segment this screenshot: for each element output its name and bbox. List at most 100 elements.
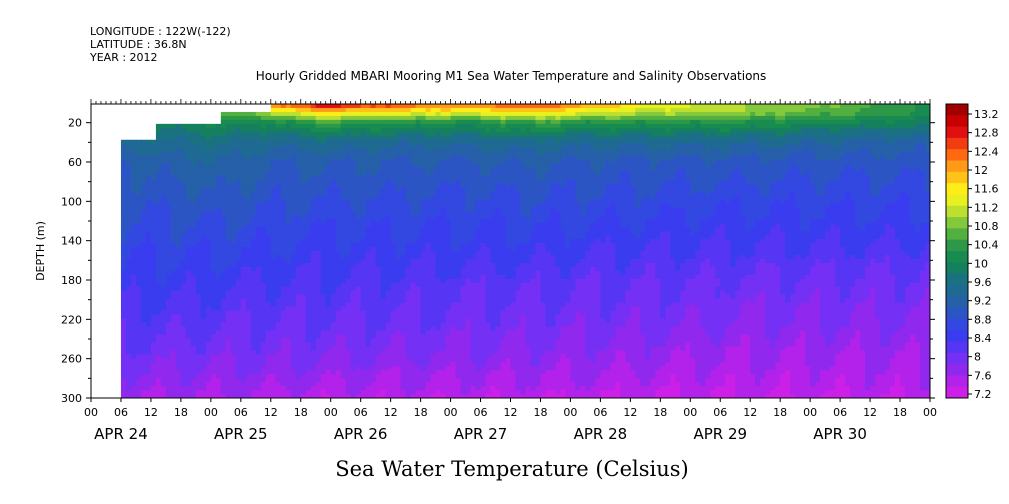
heatmap-cell — [310, 386, 317, 391]
heatmap-cell — [430, 163, 437, 169]
heatmap-cell — [310, 310, 317, 316]
heatmap-cell — [345, 104, 352, 109]
heatmap-cell — [340, 390, 347, 395]
heatmap-cell — [460, 195, 467, 200]
heatmap-cell — [260, 354, 267, 359]
heatmap-cell — [250, 195, 257, 200]
heatmap-cell — [135, 306, 142, 312]
heatmap-cell — [305, 290, 312, 296]
heatmap-cell — [370, 346, 377, 351]
heatmap-cell — [455, 390, 462, 395]
heatmap-cell — [340, 235, 347, 240]
heatmap-cell — [265, 358, 272, 363]
heatmap-cell — [400, 115, 407, 121]
heatmap-cell — [125, 167, 132, 173]
heatmap-cell — [215, 147, 222, 153]
heatmap-cell — [135, 382, 142, 387]
heatmap-cell — [400, 104, 407, 109]
heatmap-cell — [150, 262, 157, 268]
heatmap-cell — [170, 127, 177, 133]
heatmap-cell — [320, 350, 327, 355]
heatmap-cell — [340, 239, 347, 244]
heatmap-cell — [455, 382, 462, 387]
heatmap-cell — [200, 334, 207, 339]
heatmap-cell — [155, 175, 162, 181]
heatmap-cell — [270, 266, 277, 272]
heatmap-cell — [300, 254, 307, 260]
heatmap-cell — [215, 370, 222, 375]
heatmap-cell — [450, 266, 457, 272]
heatmap-cell — [290, 119, 297, 125]
heatmap-cell — [335, 171, 342, 177]
heatmap-cell — [365, 386, 372, 391]
heatmap-cell — [430, 282, 437, 288]
heatmap-cell — [225, 219, 232, 224]
heatmap-cell — [420, 326, 427, 332]
heatmap-cell — [245, 318, 252, 324]
heatmap-cell — [450, 115, 457, 121]
heatmap-cell — [270, 159, 277, 165]
heatmap-cell — [240, 191, 247, 196]
heatmap-column — [175, 123, 182, 398]
heatmap-cell — [255, 278, 262, 284]
heatmap-cell — [440, 350, 447, 355]
heatmap-cell — [235, 382, 242, 387]
heatmap-cell — [345, 143, 352, 149]
heatmap-cell — [245, 254, 252, 260]
heatmap-cell — [345, 171, 352, 177]
heatmap-cell — [350, 390, 357, 395]
heatmap-cell — [200, 195, 207, 200]
heatmap-cell — [395, 187, 402, 192]
heatmap-cell — [320, 159, 327, 165]
heatmap-cell — [230, 175, 237, 181]
heatmap-cell — [450, 310, 457, 316]
heatmap-cell — [205, 366, 212, 371]
heatmap-cell — [435, 223, 442, 228]
heatmap-cell — [445, 394, 452, 398]
heatmap-cell — [410, 167, 417, 173]
heatmap-cell — [375, 378, 382, 383]
heatmap-cell — [135, 290, 142, 296]
heatmap-cell — [415, 104, 422, 109]
heatmap-cell — [340, 310, 347, 316]
heatmap-cell — [175, 306, 182, 312]
heatmap-cell — [215, 266, 222, 272]
heatmap-cell — [225, 310, 232, 316]
heatmap-cell — [355, 334, 362, 339]
heatmap-cell — [235, 362, 242, 367]
heatmap-cell — [180, 266, 187, 272]
heatmap-cell — [430, 286, 437, 292]
heatmap-cell — [240, 322, 247, 328]
heatmap-cell — [350, 239, 357, 244]
heatmap-cell — [245, 390, 252, 395]
heatmap-cell — [400, 370, 407, 375]
heatmap-cell — [150, 195, 157, 200]
heatmap-column — [205, 123, 212, 398]
heatmap-cell — [395, 147, 402, 153]
heatmap-cell — [450, 151, 457, 157]
heatmap-cell — [330, 151, 337, 157]
heatmap-cell — [315, 203, 322, 208]
heatmap-cell — [385, 302, 392, 308]
heatmap-cell — [125, 215, 132, 220]
heatmap-cell — [415, 131, 422, 137]
heatmap-cell — [330, 270, 337, 276]
heatmap-cell — [210, 346, 217, 351]
heatmap-cell — [325, 104, 332, 109]
heatmap-cell — [345, 318, 352, 324]
heatmap-cell — [355, 223, 362, 228]
heatmap-cell — [350, 298, 357, 304]
heatmap-cell — [225, 227, 232, 232]
heatmap-cell — [205, 290, 212, 296]
heatmap-cell — [310, 326, 317, 332]
heatmap-cell — [280, 147, 287, 153]
year-label: YEAR : 2012 — [89, 51, 158, 64]
heatmap-cell — [305, 302, 312, 308]
heatmap-cell — [425, 266, 432, 272]
heatmap-cell — [425, 262, 432, 268]
heatmap-column — [190, 123, 197, 398]
heatmap-cell — [425, 135, 432, 141]
heatmap-cell — [340, 135, 347, 141]
heatmap-cell — [135, 254, 142, 260]
heatmap-cell — [215, 251, 222, 256]
